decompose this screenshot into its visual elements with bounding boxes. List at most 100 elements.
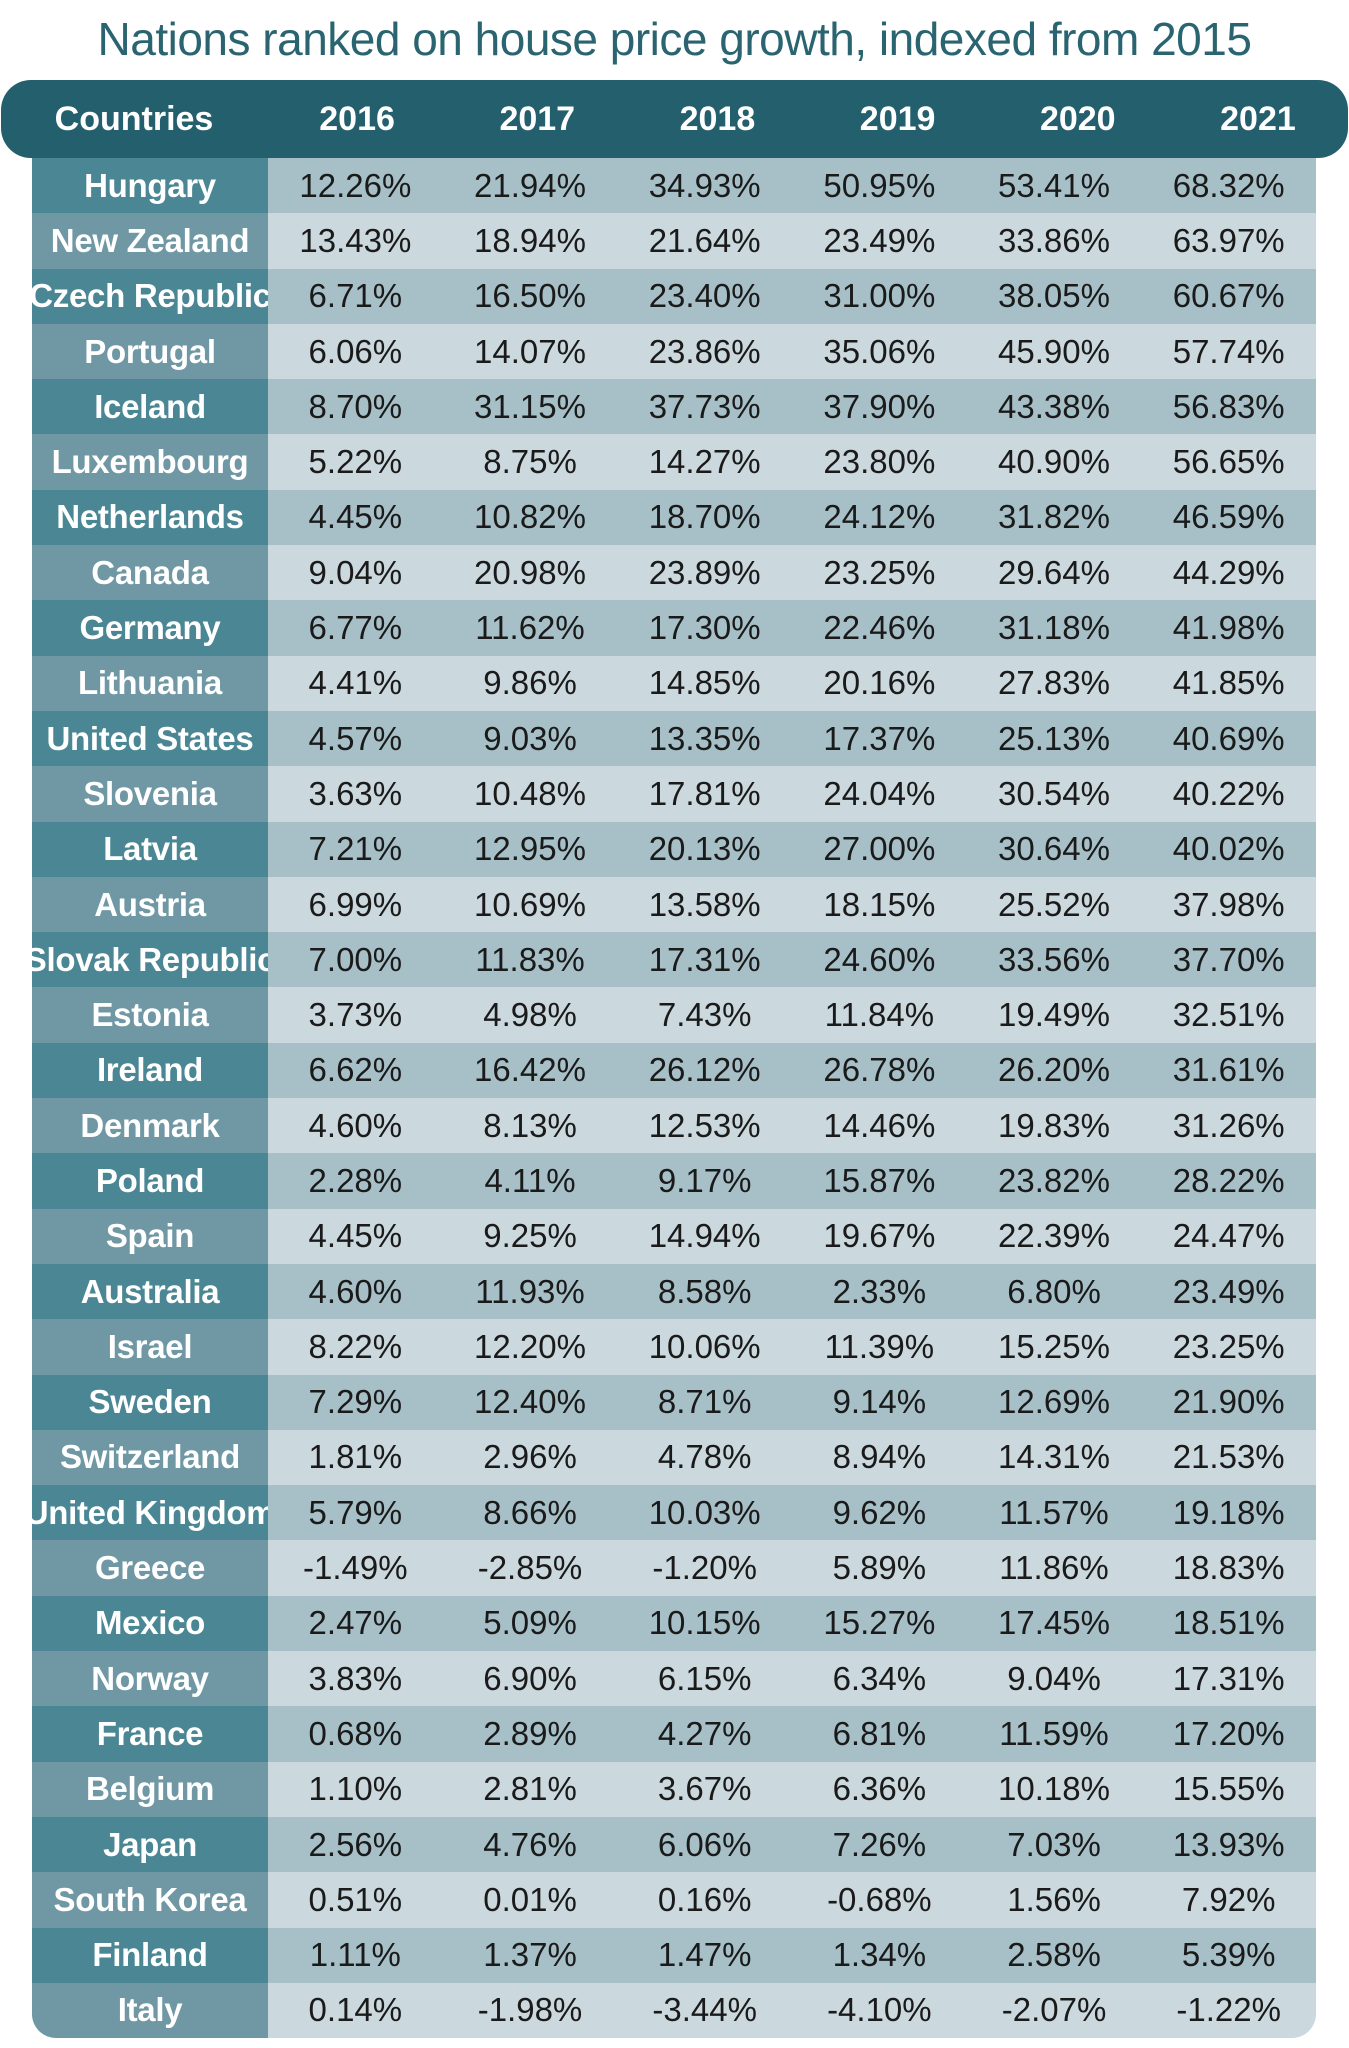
value-cell: 40.02% bbox=[1141, 821, 1316, 877]
country-cell: Poland bbox=[32, 1153, 268, 1209]
table-row: Japan 2.56% 4.76% 6.06% 7.26% 7.03% 13.93% bbox=[32, 1816, 1316, 1873]
value-cell: 6.90% bbox=[442, 1651, 618, 1707]
value-cell: 21.64% bbox=[617, 213, 793, 269]
country-cell: Finland bbox=[32, 1927, 268, 1983]
value-cell: 11.57% bbox=[966, 1485, 1142, 1541]
table-row: Italy 0.14% -1.98% -3.44% -4.10% -2.07% -1.22% bbox=[32, 1982, 1316, 2038]
table-row: Estonia 3.73% 4.98% 7.43% 11.84% 19.49% 32.51% bbox=[32, 987, 1316, 1043]
value-cell: 40.69% bbox=[1141, 710, 1316, 767]
value-cell: -1.98% bbox=[442, 1982, 618, 2038]
value-cell: 57.74% bbox=[1141, 323, 1316, 380]
value-cell: 9.86% bbox=[442, 655, 618, 711]
country-cell: Hungary bbox=[32, 158, 268, 214]
value-cell: 12.40% bbox=[442, 1374, 618, 1430]
value-cell: 5.09% bbox=[442, 1595, 618, 1652]
value-cell: 11.83% bbox=[442, 932, 618, 988]
value-cell: 2.58% bbox=[966, 1927, 1142, 1983]
value-cell: 31.15% bbox=[442, 379, 618, 435]
value-cell: 17.31% bbox=[617, 932, 793, 988]
table-row: Israel 8.22% 12.20% 10.06% 11.39% 15.25% 23.25… bbox=[32, 1319, 1316, 1375]
value-cell: -1.49% bbox=[268, 1540, 443, 1596]
value-cell: 3.67% bbox=[617, 1761, 793, 1817]
value-cell: 43.38% bbox=[966, 379, 1142, 435]
value-cell: 6.77% bbox=[268, 600, 443, 656]
header-year: 2016 bbox=[319, 99, 395, 138]
value-cell: 17.20% bbox=[1141, 1706, 1316, 1762]
value-cell: 27.00% bbox=[792, 821, 967, 877]
value-cell: 27.83% bbox=[966, 655, 1142, 711]
value-cell: 41.85% bbox=[1141, 655, 1316, 711]
country-cell: Israel bbox=[32, 1319, 268, 1375]
value-cell: 25.52% bbox=[966, 876, 1142, 933]
value-cell: 5.22% bbox=[268, 434, 443, 490]
table-row: Greece -1.49% -2.85% -1.20% 5.89% 11.86% 18.83… bbox=[32, 1540, 1316, 1596]
value-cell: 14.07% bbox=[442, 323, 618, 380]
value-cell: 8.75% bbox=[442, 434, 618, 490]
value-cell: 40.22% bbox=[1141, 766, 1316, 822]
value-cell: -1.20% bbox=[617, 1540, 793, 1596]
value-cell: 23.80% bbox=[792, 434, 967, 490]
value-cell: 68.32% bbox=[1141, 158, 1316, 214]
value-cell: 33.86% bbox=[966, 213, 1142, 269]
value-cell: 19.18% bbox=[1141, 1485, 1316, 1541]
value-cell: 4.76% bbox=[442, 1816, 618, 1873]
value-cell: 7.21% bbox=[268, 821, 443, 877]
value-cell: 31.26% bbox=[1141, 1098, 1316, 1154]
country-cell: Czech Republic bbox=[32, 268, 271, 324]
table-row: Luxembourg 5.22% 8.75% 14.27% 23.80% 40.90% 56… bbox=[32, 434, 1316, 490]
country-cell: France bbox=[32, 1706, 268, 1762]
table-row: Finland 1.11% 1.37% 1.47% 1.34% 2.58% 5.39% bbox=[32, 1927, 1316, 1983]
value-cell: 5.79% bbox=[268, 1485, 443, 1541]
value-cell: 11.86% bbox=[966, 1540, 1142, 1596]
value-cell: 41.98% bbox=[1141, 600, 1316, 656]
value-cell: 20.16% bbox=[792, 655, 967, 711]
value-cell: 4.11% bbox=[442, 1153, 618, 1209]
value-cell: 2.56% bbox=[268, 1816, 443, 1873]
value-cell: 19.67% bbox=[792, 1208, 967, 1264]
value-cell: 0.01% bbox=[442, 1872, 618, 1928]
table-row: New Zealand 13.43% 18.94% 21.64% 23.49% 33.86… bbox=[32, 213, 1316, 269]
value-cell: -3.44% bbox=[617, 1982, 793, 2038]
value-cell: 6.62% bbox=[268, 1042, 443, 1099]
table-row: Belgium 1.10% 2.81% 3.67% 6.36% 10.18% 15.55% bbox=[32, 1761, 1316, 1817]
value-cell: 20.13% bbox=[617, 821, 793, 877]
value-cell: 10.69% bbox=[442, 876, 618, 933]
value-cell: 21.94% bbox=[442, 158, 618, 214]
value-cell: 26.78% bbox=[792, 1042, 967, 1099]
value-cell: 0.51% bbox=[268, 1872, 443, 1928]
value-cell: 25.13% bbox=[966, 710, 1142, 767]
value-cell: 9.03% bbox=[442, 710, 618, 767]
value-cell: 21.90% bbox=[1141, 1374, 1316, 1430]
value-cell: 11.84% bbox=[792, 987, 967, 1043]
value-cell: 0.14% bbox=[268, 1982, 443, 2038]
value-cell: 4.60% bbox=[268, 1098, 443, 1154]
value-cell: 17.31% bbox=[1141, 1651, 1316, 1707]
value-cell: 4.98% bbox=[442, 987, 618, 1043]
value-cell: 18.83% bbox=[1141, 1540, 1316, 1596]
value-cell: -4.10% bbox=[792, 1982, 967, 2038]
country-cell: Switzerland bbox=[32, 1429, 268, 1486]
value-cell: -0.68% bbox=[792, 1872, 967, 1928]
value-cell: 12.69% bbox=[966, 1374, 1142, 1430]
table-row: Portugal 6.06% 14.07% 23.86% 35.06% 45.90% 57.… bbox=[32, 323, 1316, 380]
value-cell: 23.49% bbox=[1141, 1263, 1316, 1320]
value-cell: 7.00% bbox=[268, 932, 443, 988]
value-cell: 8.13% bbox=[442, 1098, 618, 1154]
value-cell: 32.51% bbox=[1141, 987, 1316, 1043]
value-cell: 12.95% bbox=[442, 821, 618, 877]
value-cell: 11.59% bbox=[966, 1706, 1142, 1762]
value-cell: 4.57% bbox=[268, 710, 443, 767]
chart-title: Nations ranked on house price growth, in… bbox=[97, 13, 1252, 65]
value-cell: 1.11% bbox=[268, 1927, 443, 1983]
value-cell: 23.40% bbox=[617, 268, 793, 324]
value-cell: 20.98% bbox=[442, 545, 618, 601]
country-cell: United States bbox=[32, 710, 268, 767]
value-cell: 15.27% bbox=[792, 1595, 967, 1652]
table-row: Norway 3.83% 6.90% 6.15% 6.34% 9.04% 17.31% bbox=[32, 1651, 1316, 1707]
value-cell: 18.15% bbox=[792, 876, 967, 933]
value-cell: 23.49% bbox=[792, 213, 967, 269]
country-cell: Belgium bbox=[32, 1761, 268, 1817]
country-cell: Slovak Republic bbox=[32, 932, 276, 988]
table-row: Spain 4.45% 9.25% 14.94% 19.67% 22.39% 24.47% bbox=[32, 1208, 1316, 1264]
value-cell: 7.29% bbox=[268, 1374, 443, 1430]
